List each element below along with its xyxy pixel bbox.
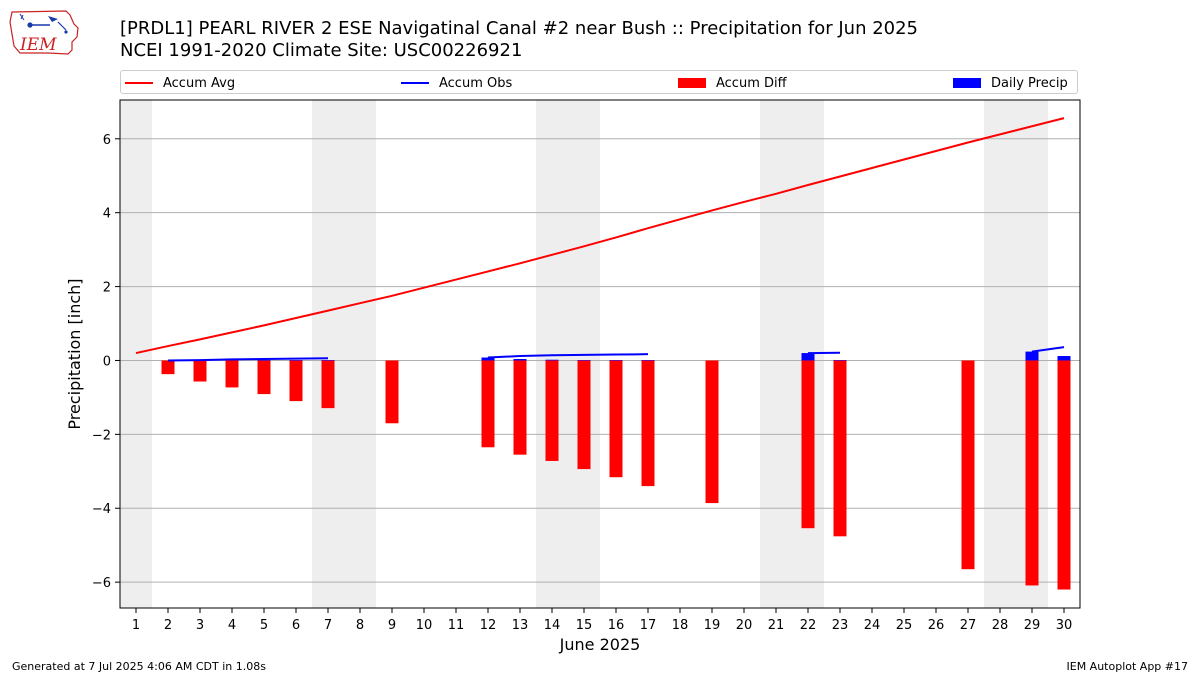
legend-item-accum-diff: Accum Diff xyxy=(678,74,787,92)
x-tick-label: 16 xyxy=(608,618,625,633)
x-tick-label: 19 xyxy=(704,618,721,633)
legend-item-accum-obs: Accum Obs xyxy=(401,74,512,92)
legend-label-daily-precip: Daily Precip xyxy=(991,75,1068,91)
accum-diff-bar xyxy=(545,360,559,461)
x-tick-label: 8 xyxy=(356,618,364,633)
daily-precip-bar xyxy=(1025,351,1039,361)
x-tick-label: 22 xyxy=(800,618,817,633)
accum-diff-bar xyxy=(225,360,239,388)
legend-item-daily-precip: Daily Precip xyxy=(953,74,1068,92)
y-axis-label: Precipitation [inch] xyxy=(65,278,84,429)
chart-subtitle: NCEI 1991-2020 Climate Site: USC00226921 xyxy=(120,40,523,61)
accum-diff-bar xyxy=(257,360,271,395)
accum-obs-line xyxy=(487,353,649,359)
daily-precip-bar xyxy=(289,360,303,361)
x-tick-label: 26 xyxy=(928,618,945,633)
y-tick-label: −4 xyxy=(92,502,111,517)
y-tick-label: 2 xyxy=(103,281,111,296)
app-credit: IEM Autoplot App #17 xyxy=(1066,660,1189,673)
accum-diff-bar xyxy=(1025,360,1039,586)
iem-logo: IEM xyxy=(9,10,79,55)
weekend-band xyxy=(120,100,152,608)
x-tick-label: 3 xyxy=(196,618,204,633)
legend: Accum Avg Accum Obs Accum Diff Daily Pre… xyxy=(120,70,1078,94)
accum-diff-bar xyxy=(193,360,207,382)
daily-precip-bar xyxy=(641,360,655,361)
daily-precip-bar xyxy=(609,360,623,361)
x-tick-label: 13 xyxy=(512,618,529,633)
x-tick-label: 29 xyxy=(1024,618,1041,633)
x-tick-label: 14 xyxy=(544,618,561,633)
x-tick-label: 10 xyxy=(416,618,433,633)
x-tick-label: 27 xyxy=(960,618,977,633)
daily-precip-bar xyxy=(481,357,495,361)
legend-swatch-accum-diff xyxy=(678,78,706,88)
x-tick-label: 25 xyxy=(896,618,913,633)
daily-precip-bar xyxy=(833,360,847,361)
x-tick-label: 21 xyxy=(768,618,785,633)
accum-obs-line xyxy=(1031,346,1065,353)
legend-label-accum-avg: Accum Avg xyxy=(163,75,236,91)
x-tick-label: 6 xyxy=(292,618,300,633)
accum-diff-bar xyxy=(801,360,815,529)
y-tick-label: −6 xyxy=(92,576,111,591)
accum-diff-bar xyxy=(705,360,719,504)
accum-diff-bar xyxy=(161,360,175,375)
accum-diff-bar xyxy=(833,360,847,537)
x-tick-label: 12 xyxy=(480,618,497,633)
accum-diff-bar xyxy=(481,360,495,448)
x-tick-label: 5 xyxy=(260,618,268,633)
accum-diff-bar xyxy=(641,360,655,487)
legend-item-accum-avg: Accum Avg xyxy=(125,74,235,92)
x-tick-label: 28 xyxy=(992,618,1009,633)
legend-label-accum-obs: Accum Obs xyxy=(439,75,513,91)
legend-label-accum-diff: Accum Diff xyxy=(716,75,787,91)
accum-obs-line xyxy=(167,357,329,362)
chart-title: [PRDL1] PEARL RIVER 2 ESE Navigatinal Ca… xyxy=(120,18,919,39)
x-tick-label: 30 xyxy=(1056,618,1073,633)
weekend-band xyxy=(312,100,376,608)
x-tick-label: 23 xyxy=(832,618,849,633)
legend-swatch-accum-avg xyxy=(125,82,153,84)
x-tick-label: 17 xyxy=(640,618,657,633)
y-tick-label: −2 xyxy=(92,428,111,443)
y-tick-label: 6 xyxy=(103,133,111,148)
y-tick-label: 4 xyxy=(103,207,111,222)
x-tick-label: 20 xyxy=(736,618,753,633)
x-tick-label: 4 xyxy=(228,618,236,633)
accum-diff-bar xyxy=(321,360,335,409)
x-tick-label: 9 xyxy=(388,618,396,633)
legend-swatch-daily-precip xyxy=(953,78,981,88)
daily-precip-bar xyxy=(545,359,559,361)
daily-precip-bar xyxy=(321,360,335,361)
accum-diff-bar xyxy=(609,360,623,478)
accum-diff-bar xyxy=(513,360,527,455)
plot-frame xyxy=(119,99,1081,609)
daily-precip-bar xyxy=(257,360,271,361)
accum-diff-bar xyxy=(577,360,591,470)
daily-precip-bar xyxy=(577,360,591,361)
x-tick-label: 7 xyxy=(324,618,332,633)
daily-precip-bar xyxy=(513,358,527,361)
legend-swatch-accum-obs xyxy=(401,82,429,84)
logo-text: IEM xyxy=(19,35,57,55)
daily-precip-bar xyxy=(1057,356,1071,361)
accum-diff-bar xyxy=(1057,360,1071,590)
x-tick-label: 24 xyxy=(864,618,881,633)
daily-precip-bar xyxy=(801,353,815,361)
accum-diff-bar xyxy=(961,360,975,570)
x-tick-label: 1 xyxy=(132,618,140,633)
x-tick-label: 15 xyxy=(576,618,593,633)
x-tick-label: 2 xyxy=(164,618,172,633)
y-tick-label: 0 xyxy=(103,354,111,369)
accum-diff-bar xyxy=(289,360,303,402)
x-tick-label: 18 xyxy=(672,618,689,633)
accum-diff-bar xyxy=(385,360,399,424)
generated-timestamp: Generated at 7 Jul 2025 4:06 AM CDT in 1… xyxy=(12,660,266,673)
x-tick-label: 11 xyxy=(448,618,465,633)
x-axis-label: June 2025 xyxy=(559,635,641,654)
accum-avg-line xyxy=(135,117,1065,355)
